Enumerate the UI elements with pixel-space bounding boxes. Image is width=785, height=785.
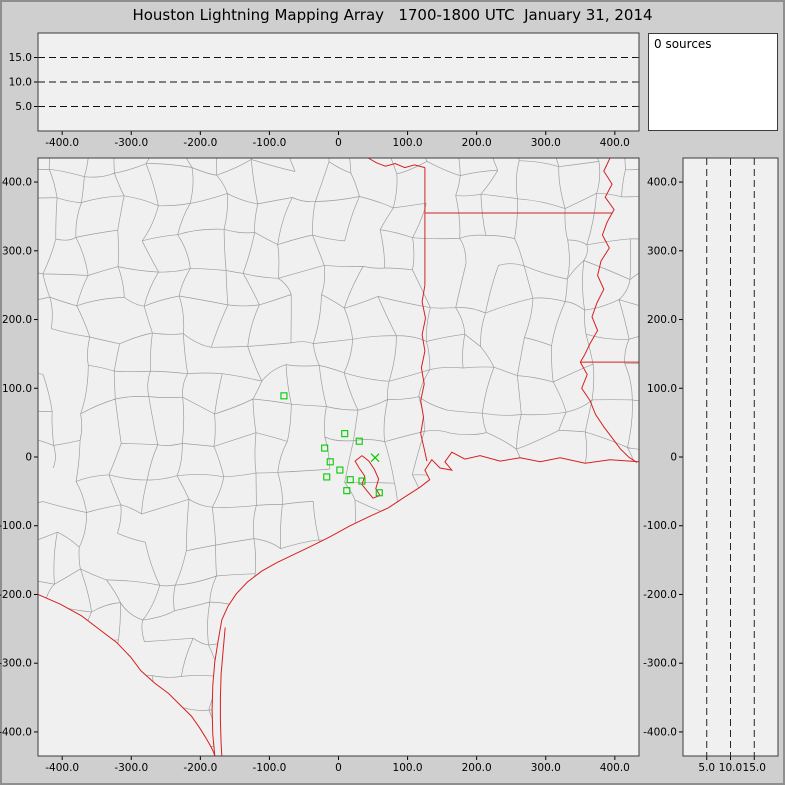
plan-view-map-panel: -400.0 -300.0 -200.0 -100.0 0 100.0 200.0 300.0… — [0, 157, 640, 774]
map-layers — [38, 158, 639, 756]
y-tick-label: 400.0 — [2, 177, 32, 189]
station-marker-square — [343, 487, 351, 495]
y-tick-label: 100.0 — [647, 383, 677, 395]
panel-border — [682, 157, 779, 757]
map-line-mississippi-river-lower — [579, 361, 638, 463]
x-tick-label: 400.0 — [600, 762, 630, 774]
alt-vs-ew-panel: 5.0 10.0 15.0 -400.0 -300.0 -200.0 -100.0 0 100.… — [9, 32, 640, 149]
y-tick-label: 300.0 — [647, 245, 677, 257]
x-tick-label: 100.0 — [393, 137, 423, 149]
station-marker-square — [321, 444, 329, 452]
y-tick-label: 15.0 — [9, 52, 32, 64]
x-tick-label: 100.0 — [393, 762, 423, 774]
x-tick-label: 200.0 — [462, 762, 492, 774]
x-tick-label: 15.0 — [743, 762, 766, 774]
y-tick-label: 200.0 — [647, 314, 677, 326]
y-tick-label: -100.0 — [0, 520, 32, 532]
y-tick-label: -200.0 — [643, 589, 677, 601]
x-tick-label: -300.0 — [114, 762, 148, 774]
y-tick-label: -300.0 — [0, 658, 32, 670]
y-tick-label: 10.0 — [9, 77, 32, 89]
mexico-mask — [38, 594, 215, 756]
y-tick-label: 100.0 — [2, 383, 32, 395]
map-line-mississippi-river — [579, 158, 615, 363]
map-line-barrier-island — [219, 627, 226, 756]
map-line-galveston-bay — [354, 455, 381, 499]
x-tick-label: 300.0 — [531, 762, 561, 774]
x-tick-label: -200.0 — [183, 762, 217, 774]
map-line-rio-grande — [38, 594, 216, 756]
y-tick-label: -100.0 — [643, 520, 677, 532]
x-tick-label: 5.0 — [698, 762, 715, 774]
map-line-sabine-river — [420, 285, 428, 462]
x-tick-label: 0 — [335, 137, 342, 149]
y-tick-label: -400.0 — [643, 726, 677, 738]
x-tick-label: -400.0 — [45, 137, 79, 149]
sources-count-label: 0 sources — [654, 37, 712, 51]
x-tick-label: -100.0 — [252, 762, 286, 774]
y-tick-label: 300.0 — [2, 245, 32, 257]
window-title: Houston Lightning Mapping Array 1700-180… — [132, 6, 653, 24]
y-tick-label: 0 — [670, 452, 677, 464]
y-tick-label: -200.0 — [0, 589, 32, 601]
x-tick-label: -400.0 — [45, 762, 79, 774]
panel-border — [37, 157, 640, 757]
alt-vs-ns-panel: -400.0 -300.0 -200.0 -100.0 0 100.0 200.0 300.0… — [643, 157, 779, 774]
x-tick-label: -200.0 — [183, 137, 217, 149]
station-marker-square — [323, 473, 331, 481]
station-marker-square — [358, 477, 366, 485]
station-marker-square — [336, 466, 344, 474]
sources-status-panel: 0 sources — [648, 33, 778, 131]
station-marker-square — [341, 430, 349, 438]
x-tick-label: 0 — [335, 762, 342, 774]
map-line-gulf-coast — [211, 451, 639, 756]
gulf-of-mexico-mask — [212, 452, 639, 756]
station-marker-square — [355, 437, 363, 445]
y-tick-label: 0 — [25, 452, 32, 464]
x-tick-label: 300.0 — [531, 137, 561, 149]
panel-border — [37, 32, 640, 132]
x-tick-label: 400.0 — [600, 137, 630, 149]
x-tick-label: 200.0 — [462, 137, 492, 149]
x-tick-label: 10.0 — [719, 762, 742, 774]
station-marker-square — [280, 392, 288, 400]
y-tick-label: 200.0 — [2, 314, 32, 326]
station-marker-square — [346, 476, 354, 484]
station-marker-x — [370, 453, 380, 463]
y-tick-label: 400.0 — [647, 177, 677, 189]
state-and-coast-lines — [38, 158, 639, 756]
y-tick-label: -400.0 — [0, 726, 32, 738]
map-line-red-river — [367, 158, 426, 169]
y-tick-label: 5.0 — [15, 101, 32, 113]
x-tick-label: -300.0 — [114, 137, 148, 149]
station-marker-square — [375, 489, 383, 497]
x-tick-label: -100.0 — [252, 137, 286, 149]
station-marker-square — [326, 458, 334, 466]
y-tick-label: -300.0 — [643, 658, 677, 670]
lma-stations — [280, 392, 383, 497]
